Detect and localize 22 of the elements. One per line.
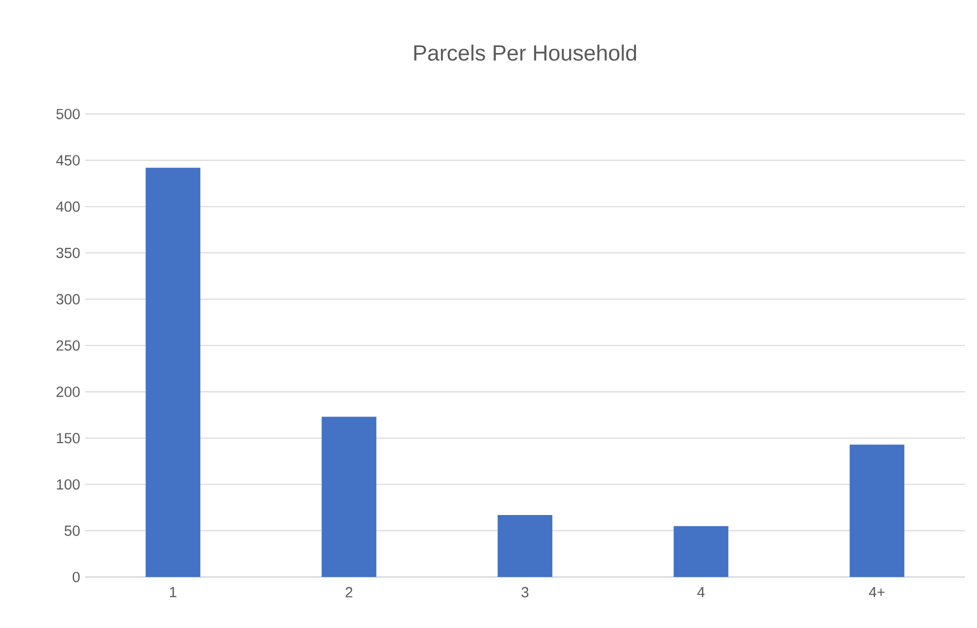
y-tick-label: 450 [56, 155, 80, 166]
bar [146, 168, 200, 577]
bar [674, 526, 728, 577]
y-tick-label: 150 [56, 432, 80, 444]
x-tick-label: 4+ [868, 587, 885, 598]
y-tick-label: 300 [56, 294, 80, 304]
y-tick-label: 0 [72, 572, 80, 582]
chart-title: Parcels Per Household [414, 44, 636, 61]
bar [322, 416, 376, 577]
y-tick-label: 250 [56, 340, 80, 351]
bar [498, 514, 552, 577]
x-tick-label: 2 [346, 587, 352, 598]
x-tick-label: 3 [521, 587, 528, 598]
bar [850, 444, 904, 577]
y-tick-label: 100 [56, 479, 80, 490]
y-tick-label: 350 [56, 248, 80, 258]
y-tick-label: 50 [64, 526, 80, 536]
y-tick-label: 500 [56, 108, 80, 120]
y-tick-label: 200 [56, 386, 80, 397]
x-tick-label: 1 [170, 587, 176, 598]
y-tick-label: 400 [56, 201, 80, 212]
x-tick-label: 4 [697, 587, 705, 598]
